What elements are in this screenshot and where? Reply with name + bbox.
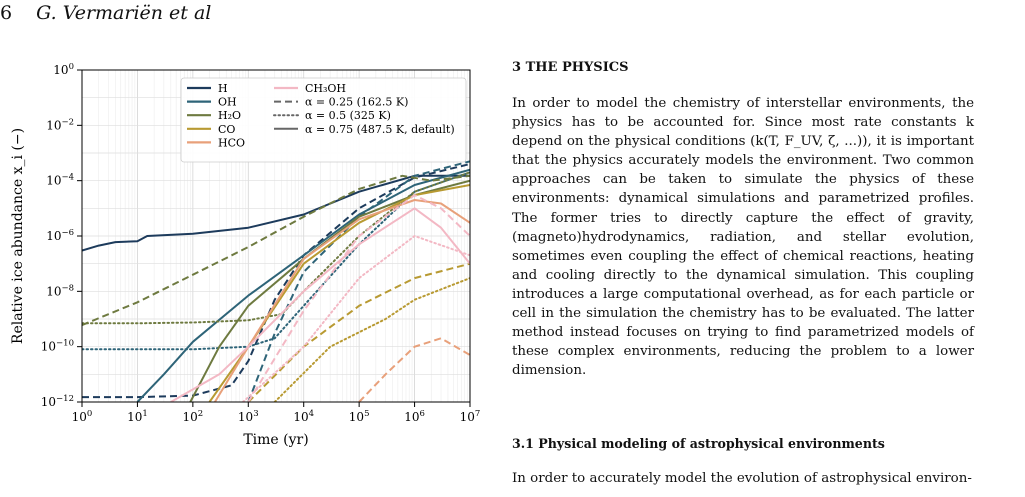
section-paragraph: In order to model the chemistry of inter… [512,96,974,379]
axes: 100 101 102 103 104 105 106 107 100 10−2 10−4 10−6 1… [41,62,481,424]
y-tick-label: 10−4 [46,173,74,188]
legend-entry-hco: HCO [218,136,245,149]
legend-entry-h2o: H₂O [218,109,241,122]
section-title: 3 THE PHYSICS [512,60,629,75]
x-tick-label: 107 [460,409,481,424]
y-tick-label: 10−8 [46,283,74,298]
series-co-alpha-05 [273,277,470,402]
legend-entry-alpha-025: α = 0.25 (162.5 K) [305,96,408,109]
page-header: 6 G. Vermariën et al [0,2,211,24]
subsection-title: 3.1 Physical modeling of astrophysical e… [512,436,885,451]
subsection-paragraph-start: In order to accurately model the evoluti… [512,471,972,486]
x-tick-label: 104 [293,409,314,424]
series-co-alpha-025 [247,262,470,402]
x-tick-label: 105 [349,409,370,424]
y-tick-label: 10−12 [41,394,74,409]
x-tick-label: 103 [238,409,259,424]
legend-entry-ch3oh: CH₃OH [305,82,346,95]
legend-entry-oh: OH [218,96,237,109]
page-number: 6 [0,2,13,24]
legend-entry-alpha-05: α = 0.5 (325 K) [305,109,391,122]
legend-entry-h: H [218,82,228,95]
legend-box [180,77,467,163]
series-ch3oh-alpha-075 [170,207,470,402]
x-tick-label: 100 [72,409,93,424]
legend-entry-co: CO [218,123,235,136]
x-tick-label: 102 [183,409,204,424]
x-tick-label: 101 [127,409,148,424]
y-tick-label: 10−10 [41,339,74,354]
x-axis-label: Time (yr) [243,432,308,448]
series-ch3oh-alpha-025 [247,194,470,402]
y-tick-label: 100 [53,62,74,77]
series-oh-alpha-075 [136,168,470,402]
series-h-alpha-025 [82,163,470,399]
legend-entry-alpha-075: α = 0.75 (487.5 K, default) [305,123,455,136]
x-tick-label: 106 [404,409,425,424]
abundance-figure: 100 101 102 103 104 105 106 107 100 10−2 10−4 10−6 1… [10,62,481,448]
running-authors: G. Vermariën et al [36,2,212,24]
series-layer [82,160,470,402]
y-tick-label: 10−6 [46,228,74,243]
series-ch3oh-alpha-05 [241,235,470,402]
series-h-alpha-075 [82,174,470,252]
series-hco-alpha-025 [358,337,470,402]
y-axis-label: Relative ice abundance x_i (−) [10,128,26,344]
y-tick-label: 10−2 [46,117,74,132]
series-h2o-alpha-025 [82,174,470,327]
